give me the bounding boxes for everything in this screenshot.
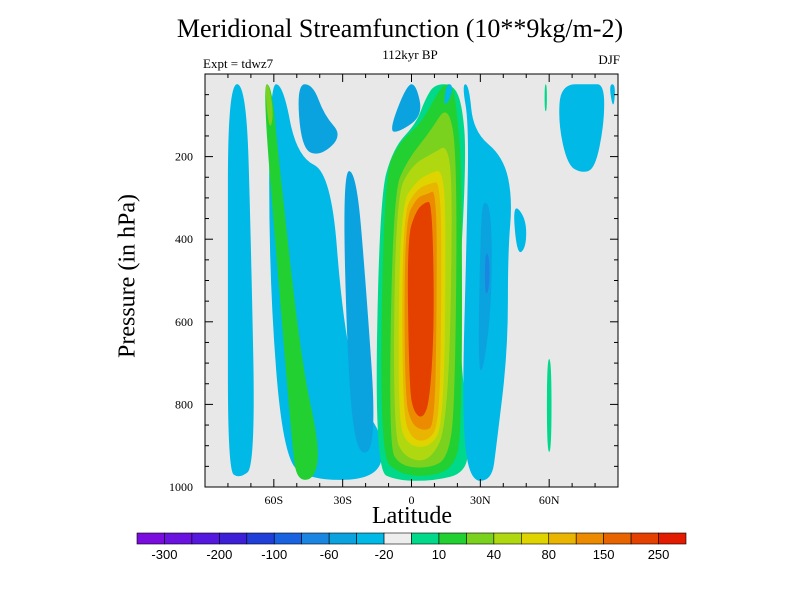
colorbar-swatch bbox=[493, 532, 522, 545]
contour-region-1 bbox=[227, 84, 254, 477]
colorbar-swatch bbox=[136, 532, 165, 545]
y-tick-label: 200 bbox=[175, 150, 193, 164]
contour-region-15 bbox=[407, 202, 434, 417]
x-tick-label: 0 bbox=[409, 493, 415, 507]
contour-region-23 bbox=[559, 84, 605, 172]
experiment-label: Expt = tdwz7 bbox=[203, 56, 274, 71]
colorbar-label: 80 bbox=[542, 547, 556, 562]
colorbar-swatch bbox=[466, 532, 495, 545]
contour-region-4 bbox=[344, 171, 374, 453]
contour-region-7 bbox=[392, 84, 421, 132]
colorbar-swatch bbox=[164, 532, 193, 545]
x-tick-label: 60S bbox=[264, 493, 283, 507]
contour-layer bbox=[227, 84, 615, 481]
axis-ticks: 60S 30S 0 30N 60N 200 400 600 800 1000 bbox=[169, 74, 618, 507]
colorbar-swatch bbox=[301, 532, 330, 545]
contour-region-24 bbox=[610, 84, 615, 105]
chart-subtitle: 112kyr BP bbox=[382, 47, 438, 62]
y-tick-label: 800 bbox=[175, 397, 193, 411]
contour-region-3 bbox=[298, 84, 338, 154]
colorbar-swatch bbox=[273, 532, 303, 545]
contour-region-20 bbox=[444, 84, 452, 104]
chart-title: Meridional Streamfunction (10**9kg/m-2) bbox=[176, 14, 624, 43]
contour-region-17 bbox=[514, 208, 527, 253]
x-tick-label: 30N bbox=[470, 493, 491, 507]
colorbar-label: -300 bbox=[151, 547, 177, 562]
colorbar-swatch bbox=[383, 532, 412, 545]
colorbar-swatch bbox=[658, 532, 687, 545]
colorbar-label: -200 bbox=[206, 547, 232, 562]
contour-region-22 bbox=[546, 359, 552, 452]
colorbar-swatch bbox=[520, 532, 550, 545]
colorbar-swatch bbox=[411, 532, 440, 545]
colorbar-label: 10 bbox=[432, 547, 446, 562]
colorbar-swatch bbox=[191, 532, 220, 545]
contour-region-5 bbox=[265, 84, 318, 480]
colorbar-label: -60 bbox=[320, 547, 339, 562]
colorbar-swatch bbox=[356, 532, 385, 545]
contour-region-19 bbox=[484, 253, 490, 294]
colorbar-swatch bbox=[548, 532, 577, 545]
colorbar-label: 150 bbox=[593, 547, 615, 562]
colorbar-swatch bbox=[246, 532, 275, 545]
colorbar-label: -20 bbox=[375, 547, 394, 562]
y-tick-label: 600 bbox=[175, 315, 193, 329]
season-label: DJF bbox=[598, 52, 620, 67]
colorbar-label: 40 bbox=[487, 547, 501, 562]
colorbar-swatch bbox=[575, 532, 604, 545]
x-tick-label: 60N bbox=[539, 493, 560, 507]
colorbar-label: -100 bbox=[261, 547, 287, 562]
colorbar-swatch bbox=[219, 532, 248, 545]
y-tick-label: 1000 bbox=[169, 480, 193, 494]
contour-region-21 bbox=[544, 84, 547, 112]
colorbar-swatch bbox=[438, 532, 467, 545]
colorbar-swatch bbox=[328, 532, 357, 545]
colorbar-swatch bbox=[603, 532, 632, 545]
x-axis-label: Latitude bbox=[372, 503, 452, 529]
x-tick-label: 30S bbox=[333, 493, 352, 507]
colorbar: -300 -200 -100 -60 -20 10 40 80 150 250 bbox=[136, 532, 687, 562]
colorbar-label: 250 bbox=[648, 547, 670, 562]
y-tick-label: 400 bbox=[175, 232, 193, 246]
colorbar-swatch bbox=[630, 532, 659, 545]
contour-region-6 bbox=[265, 84, 273, 126]
